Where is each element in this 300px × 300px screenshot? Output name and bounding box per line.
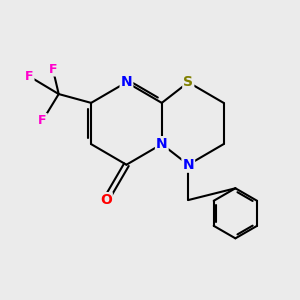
- Text: N: N: [156, 137, 168, 151]
- Text: F: F: [38, 114, 47, 127]
- Text: N: N: [121, 75, 132, 89]
- Text: S: S: [183, 75, 193, 89]
- Text: O: O: [100, 193, 112, 207]
- Text: F: F: [49, 62, 57, 76]
- Text: N: N: [182, 158, 194, 172]
- Text: F: F: [25, 70, 34, 83]
